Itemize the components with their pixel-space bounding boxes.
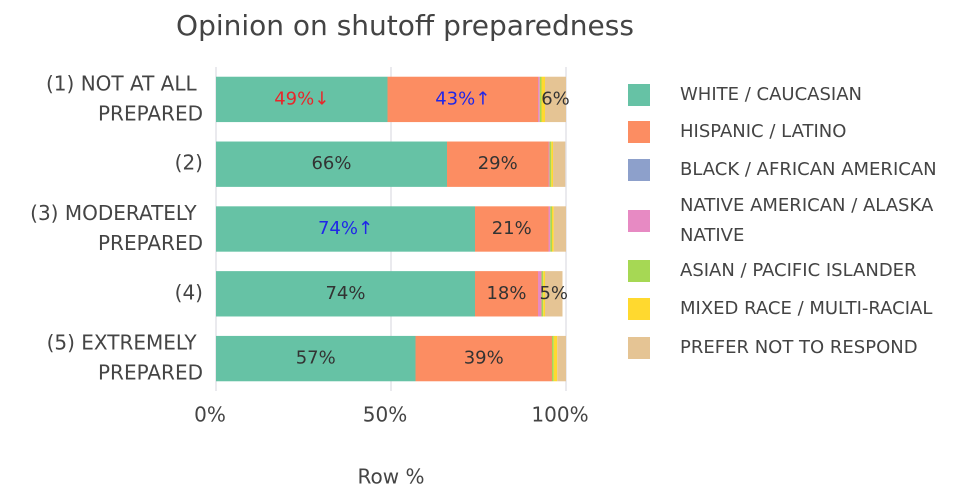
bar-segment [538,76,540,123]
x-tick-label: 100% [531,403,588,427]
bar-segment [447,141,549,187]
data-label: 43%↑ [435,88,490,109]
bar-segment [216,271,475,317]
legend-label: PREFER NOT TO RESPOND [680,337,918,358]
bar-segment [550,206,552,252]
data-label: 18% [486,283,526,304]
bar-segment [475,206,549,252]
bar-segment [553,206,566,252]
bar-segment [548,206,551,252]
bar-segment [552,335,554,382]
legend-swatch [628,337,650,359]
data-label: 74% [325,283,365,304]
legend-label: NATIVE AMERICAN / ALASKA NATIVE [680,195,939,246]
data-label: 74%↑ [318,218,373,239]
legend-swatch [628,84,650,106]
legend-swatch [628,159,650,181]
legend-swatch [628,210,650,232]
bar-segment [216,335,416,382]
bar-segment [475,271,538,317]
y-tick-label: (4) [175,280,203,304]
bar-segment [216,141,447,187]
legend-label: HISPANIC / LATINO [680,121,846,142]
bar-segment [548,141,550,187]
bar-segment [216,206,475,252]
bar-segment [545,76,566,123]
y-tick-label: (3) MODERATELY PREPARED [30,201,203,255]
y-tick-label: (5) EXTREMELY PREPARED [47,330,203,384]
bar-segment [387,76,538,123]
bar-segment [552,206,554,252]
x-tick-label: 50% [363,403,407,427]
bar-segment [541,76,545,123]
chart-title: Opinion on shutoff preparedness [176,9,634,42]
x-tick-label: 0% [194,403,226,427]
bar-segment [551,141,554,187]
legend-label: MIXED RACE / MULTI-RACIAL [680,298,932,319]
legend-label: ASIAN / PACIFIC ISLANDER [680,260,917,281]
y-tick-label: (2) [175,151,203,175]
bar-segment [541,271,544,317]
data-label: 39% [464,348,504,369]
data-label: 5% [539,283,568,304]
legend-label: BLACK / AFRICAN AMERICAN [680,159,937,180]
data-label: 21% [492,218,532,239]
data-label: 6% [541,88,570,109]
legend-label: WHITE / CAUCASIAN [680,84,862,105]
legend-swatch [628,260,650,282]
x-axis-title: Row % [358,465,425,489]
bar-segment [543,271,545,317]
bar-segment [553,141,566,187]
data-label: 57% [296,348,336,369]
bar-segment [545,271,563,317]
data-label: 29% [478,153,518,174]
bar-segment [553,335,558,382]
data-label: 66% [311,153,351,174]
legend-swatch [628,298,650,320]
bar-segment [415,335,552,382]
y-tick-label: (1) NOT AT ALL PREPARED [46,71,203,125]
bar-segment [549,141,552,187]
legend-swatch [628,121,650,143]
bar-segment [539,76,542,123]
bar-segment [216,76,388,123]
bar-segment [557,335,566,382]
data-label: 49%↓ [274,88,329,109]
bar-segment [538,271,542,317]
